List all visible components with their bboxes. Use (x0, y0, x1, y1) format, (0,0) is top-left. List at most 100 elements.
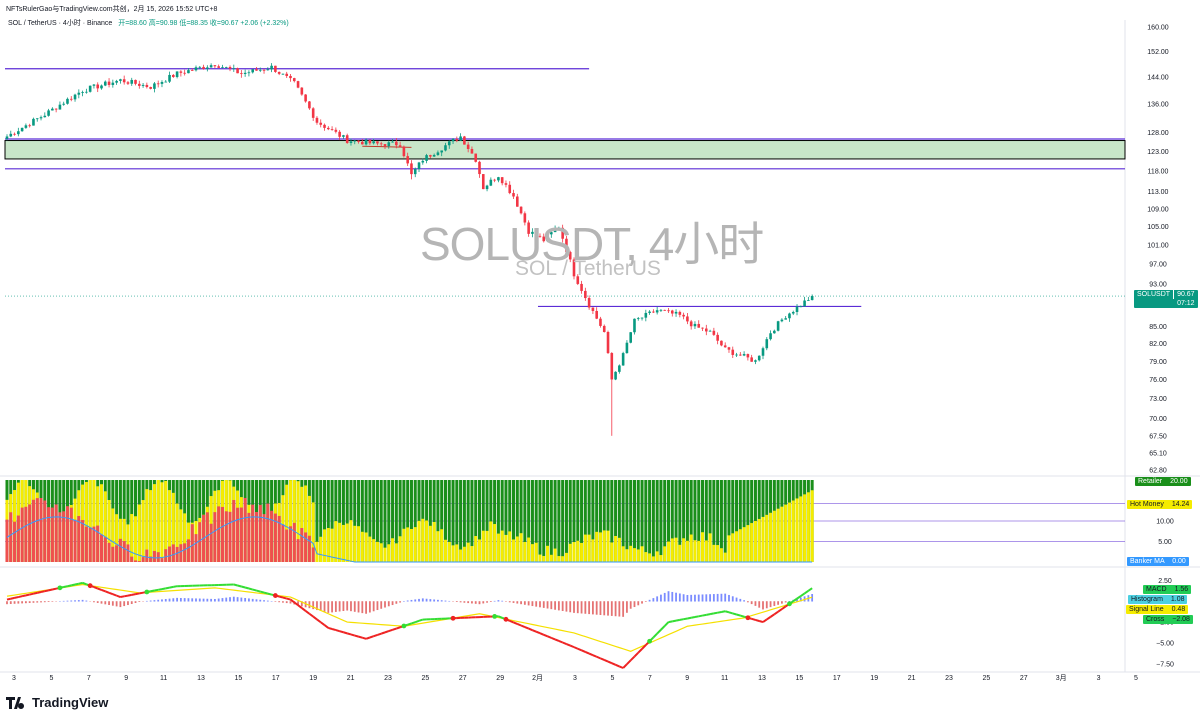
candle-body (58, 104, 62, 110)
hotmoney-bar (126, 524, 130, 562)
macd-line-segment (588, 652, 594, 657)
candle-body (292, 78, 296, 82)
histogram-bar (626, 601, 628, 613)
histogram-bar (754, 601, 757, 606)
histogram-bar (610, 601, 613, 616)
cross-marker (57, 585, 63, 591)
retailer-bar (572, 480, 576, 562)
macd-line-segment (656, 629, 662, 635)
candle-body (179, 71, 183, 73)
macd-line-segment (289, 598, 295, 604)
candle-body (497, 177, 500, 181)
time-axis-tick: 19 (870, 675, 878, 682)
hotmoney-bar (810, 490, 814, 562)
histogram-bar (437, 599, 439, 602)
macd-line-segment (558, 640, 564, 644)
retailer-bar (326, 480, 330, 562)
macd-line-segment (131, 593, 136, 596)
hotmoney-bar (307, 495, 311, 562)
candle-body (103, 81, 107, 86)
hotmoney-bar (708, 533, 712, 562)
histogram-bar (74, 600, 76, 602)
macd-line-segment (641, 644, 647, 650)
histogram-bar (614, 601, 617, 617)
histogram-bar (183, 598, 186, 602)
histogram-bar (539, 601, 541, 608)
histogram-bar (474, 601, 477, 604)
histogram-bar (323, 601, 326, 612)
retailer-bar (670, 480, 674, 562)
macd-line-segment (18, 595, 23, 599)
candle-body (629, 332, 632, 343)
tradingview-logo[interactable]: TradingView (6, 695, 108, 710)
hotmoney-bar (542, 555, 546, 562)
macd-line-segment (717, 610, 722, 614)
candle-body (519, 206, 523, 214)
candle-body (478, 161, 481, 175)
hotmoney-bar (557, 556, 561, 562)
macd-line-segment (724, 610, 730, 614)
cross-marker (401, 623, 407, 629)
macd-line-segment (592, 654, 598, 658)
candle-body (66, 98, 69, 104)
retailer-bar (602, 480, 606, 562)
hotmoney-bar (323, 529, 327, 562)
retailer-bar (364, 480, 368, 562)
hotmoney-bar (731, 533, 735, 562)
macd-line-segment (539, 632, 545, 636)
histogram-bar (690, 594, 693, 602)
retailer-bar (447, 480, 451, 562)
hotmoney-bar (512, 539, 516, 562)
macd-line-segment (323, 624, 329, 629)
macd-line-segment (252, 588, 257, 592)
candle-body (659, 309, 663, 311)
histogram-bar (127, 601, 129, 606)
macd-line-segment (528, 627, 533, 632)
candle-body (731, 349, 735, 355)
candle-body (765, 339, 769, 349)
retailer-bar (512, 480, 516, 562)
time-axis-tick: 5 (49, 675, 53, 682)
histogram-bar (773, 601, 776, 606)
retailer-bar (462, 480, 466, 562)
hotmoney-bar (391, 538, 395, 562)
candle-body (516, 196, 519, 207)
hotmoney-bar (470, 546, 474, 562)
candle-body (625, 342, 629, 354)
retailer-bar (674, 480, 678, 562)
macd-line-segment (683, 617, 688, 621)
osc2-axis-tick: 2.50 (1158, 578, 1172, 585)
banker-ma-line (6, 516, 813, 563)
cross-marker (787, 601, 792, 607)
candle-body (561, 227, 564, 239)
candle-body (153, 83, 156, 89)
retailer-bar (719, 480, 723, 562)
macd-line-segment (611, 662, 616, 666)
macd-line-segment (702, 613, 707, 617)
hotmoney-bar (341, 524, 345, 562)
hotmoney-bar (629, 545, 633, 562)
macd-line-segment (286, 597, 291, 601)
candle-body (761, 348, 765, 356)
histogram-bar (331, 601, 333, 613)
hotmoney-bar (474, 536, 478, 562)
time-axis-tick: 25 (422, 675, 430, 682)
banker-bar (175, 546, 179, 562)
candle-body (587, 298, 591, 308)
histogram-label: Histogram 1.08 (1128, 595, 1188, 604)
histogram-bar (656, 596, 659, 602)
time-axis-tick: 23 (945, 675, 953, 682)
hotmoney-bar (84, 482, 88, 562)
cross-label-value: −2.08 (1172, 616, 1190, 623)
retailer-bar (504, 480, 508, 562)
candle-body (232, 68, 236, 70)
candle-body (96, 84, 100, 89)
histogram-bar (251, 598, 254, 602)
retailer-bar (402, 480, 406, 562)
cross-marker (87, 583, 93, 589)
retailer-bar (353, 480, 357, 562)
histogram-bar (282, 601, 284, 603)
candle-body (504, 183, 508, 185)
retailer-bar (398, 480, 402, 562)
histogram-bar (96, 601, 99, 603)
